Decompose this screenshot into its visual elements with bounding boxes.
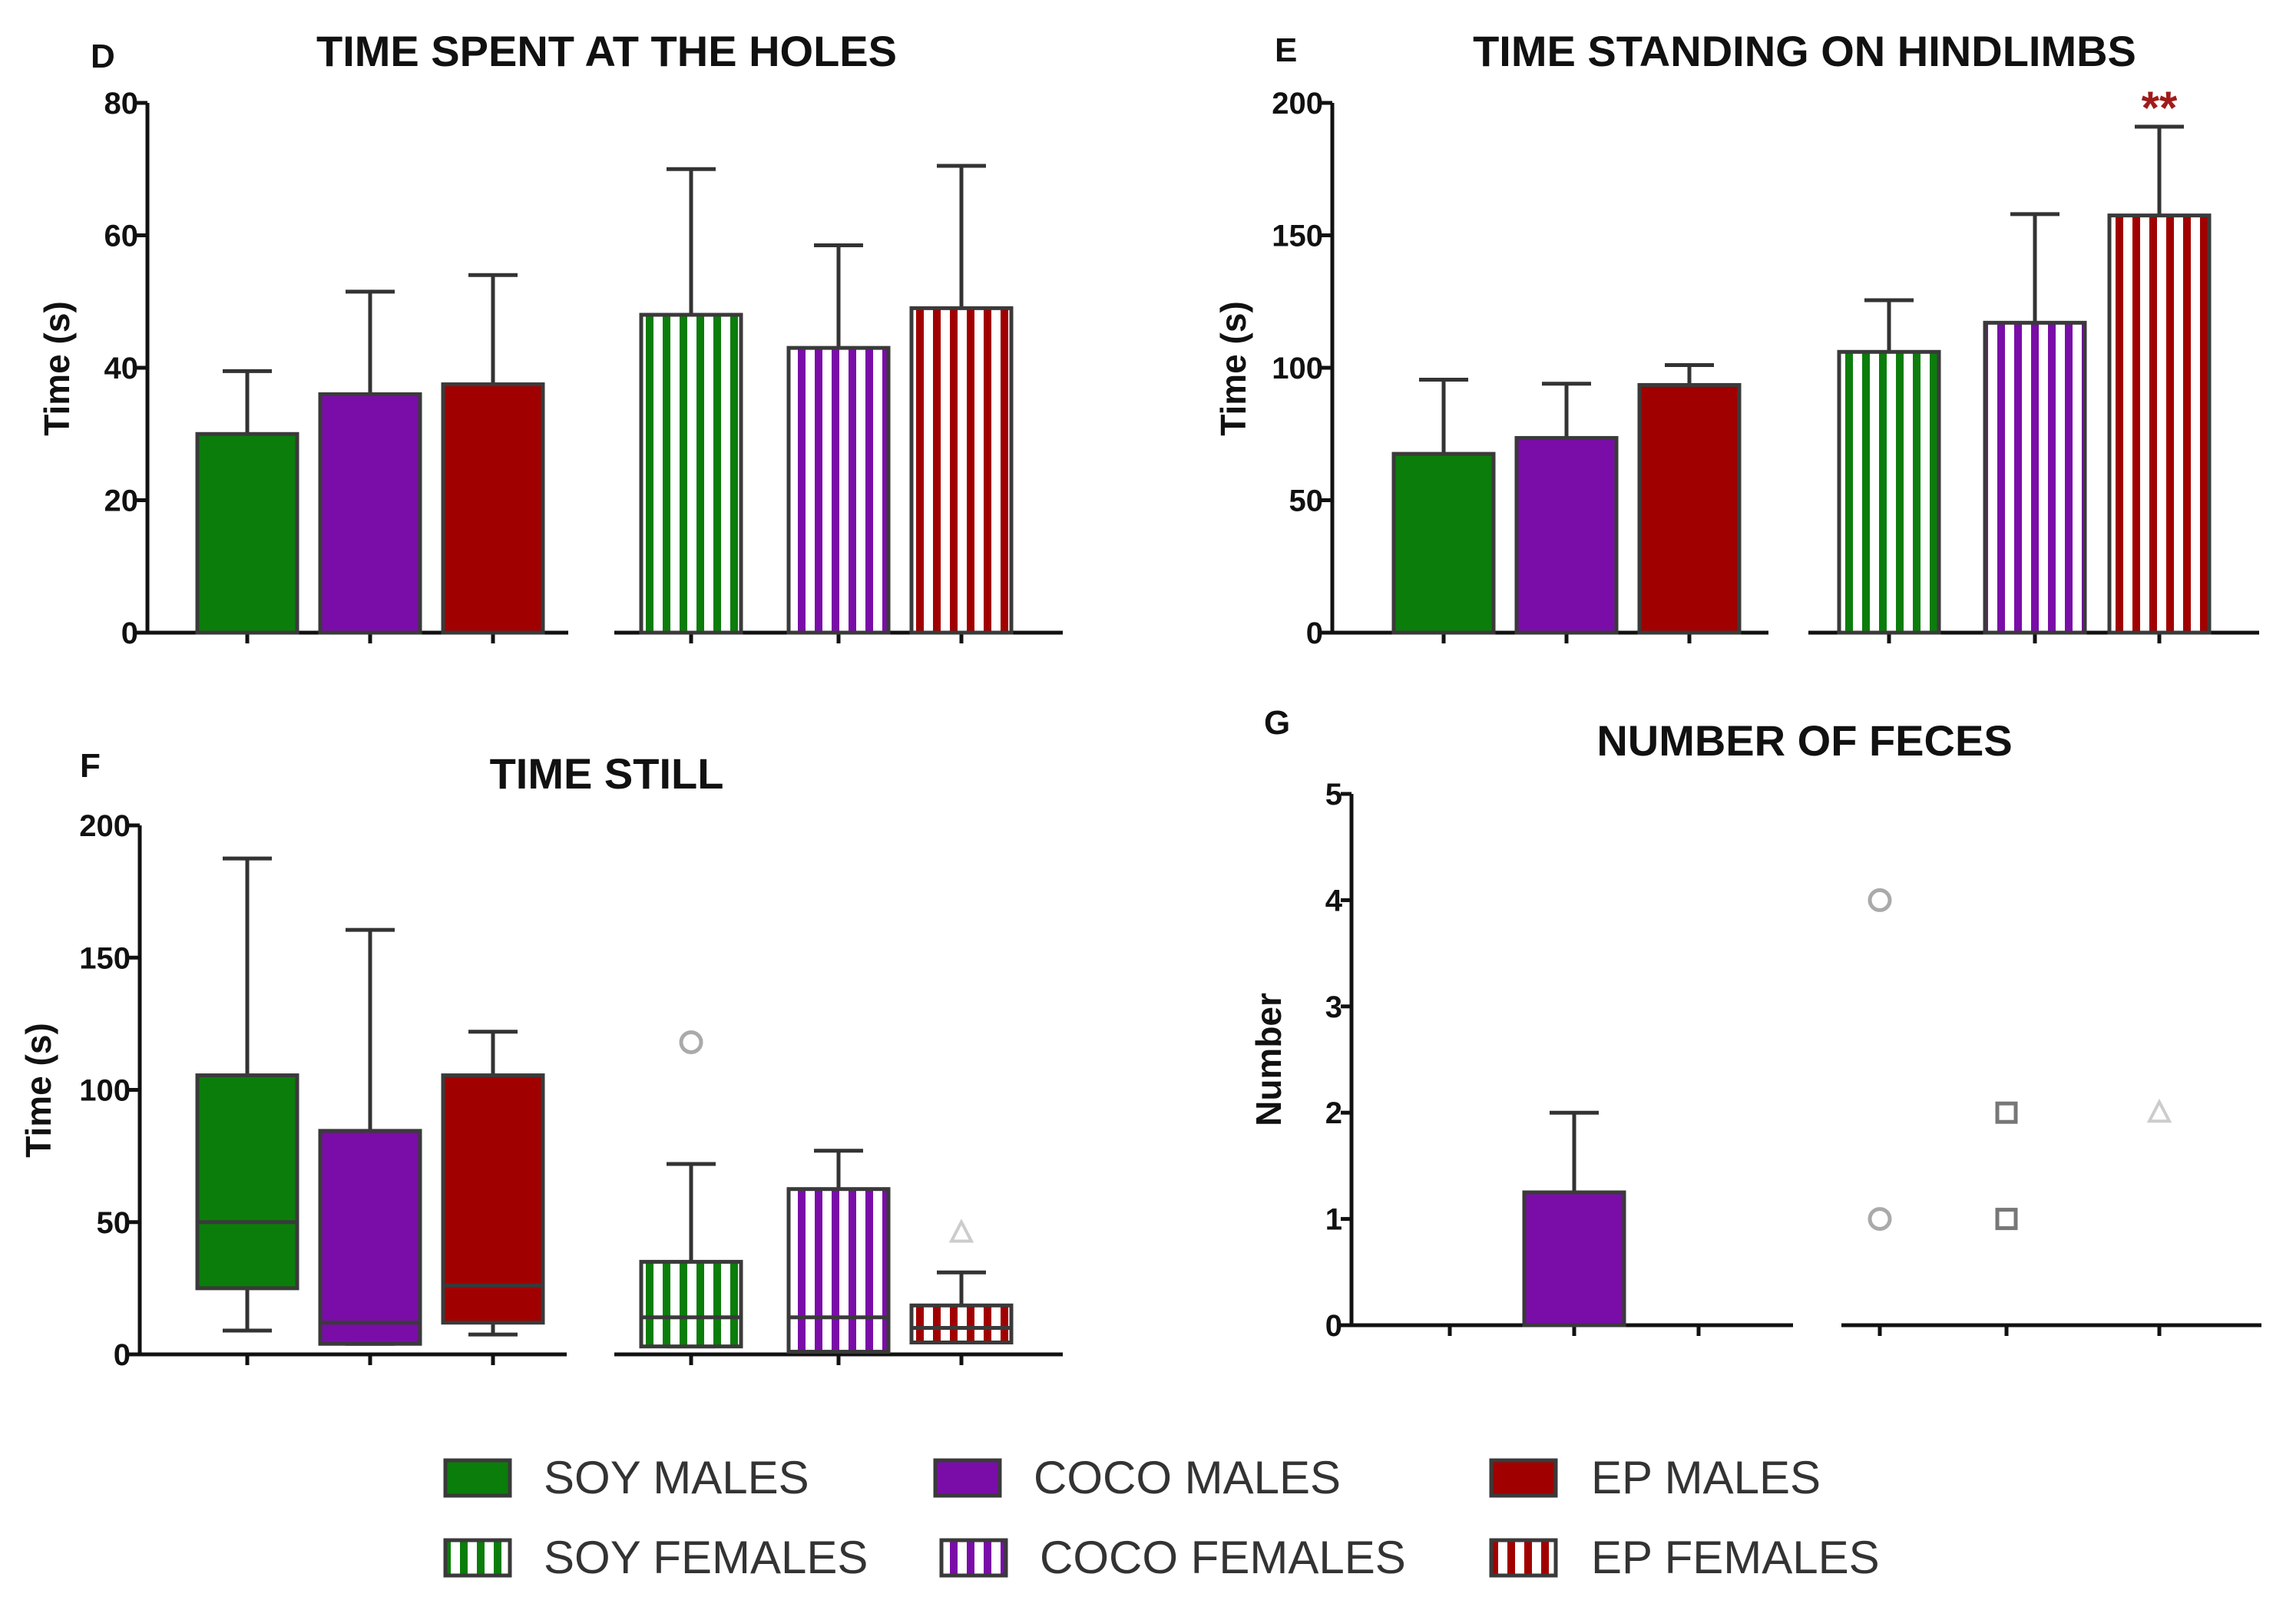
bar	[318, 392, 422, 635]
panel-letter: E	[1275, 31, 1297, 69]
outlier-triangle	[2146, 1098, 2172, 1123]
panel-letter: G	[1264, 704, 1290, 742]
y-tick-label: 60	[104, 220, 139, 253]
legend-label: SOY FEMALES	[544, 1532, 868, 1583]
chart-title: TIME STANDING ON HINDLIMBS	[1473, 27, 2136, 75]
y-tick-label: 0	[121, 617, 138, 650]
y-ticks: 0 1 2 3 4 5	[1325, 778, 2261, 1343]
box	[909, 1303, 1014, 1344]
y-tick-label: 50	[97, 1206, 131, 1240]
bar	[195, 431, 299, 635]
panel-f: F TIME STILL Time (s) 0 50 100 150 200	[18, 747, 1063, 1372]
y-tick-label: 2	[1325, 1096, 1342, 1130]
y-tick-label: 0	[1306, 617, 1323, 650]
panel-e: E TIME STANDING ON HINDLIMBS Time (s) 0 5…	[1213, 27, 2259, 650]
panel-letter: D	[91, 38, 115, 75]
box	[195, 1073, 299, 1291]
outlier-circle	[1868, 888, 1892, 912]
box	[318, 1129, 422, 1346]
y-tick-label: 50	[1289, 484, 1324, 518]
legend-item-soy-females: SOY FEMALES	[443, 1532, 868, 1583]
bar	[1514, 435, 1619, 635]
outlier-circle	[679, 1030, 703, 1054]
legend-label: EP FEMALES	[1591, 1532, 1880, 1583]
outlier-square	[1995, 1101, 2018, 1124]
legend-swatch	[1489, 1458, 1558, 1498]
legend-label: SOY MALES	[544, 1452, 809, 1503]
y-axis-label: Time (s)	[37, 301, 77, 436]
bar	[1637, 382, 1742, 635]
legend-label: EP MALES	[1591, 1452, 1821, 1503]
box	[441, 1073, 545, 1325]
outlier-square	[1995, 1208, 2018, 1231]
chart-title: TIME SPENT AT THE HOLES	[316, 27, 897, 75]
bar	[1837, 349, 1941, 635]
y-tick-label: 150	[79, 941, 131, 975]
legend: SOY MALES COCO MALES EP MALES SOY FEMALE…	[443, 1452, 1880, 1583]
legend-item-coco-males: COCO MALES	[933, 1452, 1341, 1503]
legend-label: COCO MALES	[1034, 1452, 1341, 1503]
significance-label: **	[2142, 82, 2178, 134]
y-tick-label: 0	[114, 1338, 131, 1372]
y-tick-label: 5	[1325, 778, 1342, 812]
bar	[1522, 1190, 1626, 1328]
y-tick-label: 150	[1272, 220, 1323, 253]
bar	[1391, 451, 1496, 635]
y-tick-label: 4	[1325, 884, 1343, 918]
chart-marks	[195, 164, 1014, 635]
y-tick-label: 40	[104, 352, 139, 385]
panel-letter: F	[80, 747, 101, 785]
legend-swatch	[933, 1458, 1002, 1498]
legend-item-ep-males: EP MALES	[1489, 1452, 1821, 1503]
bar	[639, 312, 743, 635]
chart-marks	[1522, 888, 2172, 1328]
y-tick-label: 0	[1325, 1309, 1342, 1343]
bar	[1983, 320, 2087, 635]
legend-swatch	[1489, 1538, 1558, 1578]
chart-marks: **	[1391, 82, 2212, 635]
y-tick-label: 3	[1325, 990, 1342, 1024]
y-tick-label: 200	[1272, 87, 1323, 121]
y-tick-label: 100	[1272, 352, 1323, 385]
chart-marks	[195, 856, 1014, 1354]
legend-swatch	[443, 1458, 512, 1498]
legend-swatch	[443, 1538, 512, 1578]
y-ticks: 0 50 100 150 200	[79, 809, 1063, 1372]
y-tick-label: 200	[79, 809, 131, 843]
chart-title: TIME STILL	[490, 749, 724, 798]
y-axis-label: Number	[1249, 993, 1289, 1126]
y-axis-label: Time (s)	[1213, 301, 1253, 436]
y-axis-label: Time (s)	[18, 1023, 58, 1158]
panel-d: D TIME SPENT AT THE HOLES Time (s) 0 20 40…	[37, 27, 1063, 650]
outlier-triangle	[948, 1218, 974, 1243]
legend-item-coco-females: COCO FEMALES	[939, 1532, 1406, 1583]
bar	[909, 306, 1014, 635]
bar	[441, 382, 545, 635]
y-tick-label: 20	[104, 484, 139, 518]
legend-item-soy-males: SOY MALES	[443, 1452, 809, 1503]
bar	[786, 346, 891, 635]
bar	[2107, 213, 2212, 635]
box	[786, 1187, 891, 1354]
chart-title: NUMBER OF FECES	[1596, 716, 2012, 765]
legend-swatch	[939, 1538, 1008, 1578]
y-tick-label: 1	[1325, 1203, 1342, 1237]
y-tick-label: 100	[79, 1074, 131, 1108]
legend-label: COCO FEMALES	[1040, 1532, 1406, 1583]
box	[639, 1259, 743, 1349]
panel-g: G NUMBER OF FECES Number 0 1 2 3 4 5	[1249, 704, 2261, 1343]
legend-item-ep-females: EP FEMALES	[1489, 1532, 1880, 1583]
outlier-circle	[1868, 1207, 1892, 1232]
y-tick-label: 80	[104, 87, 139, 121]
